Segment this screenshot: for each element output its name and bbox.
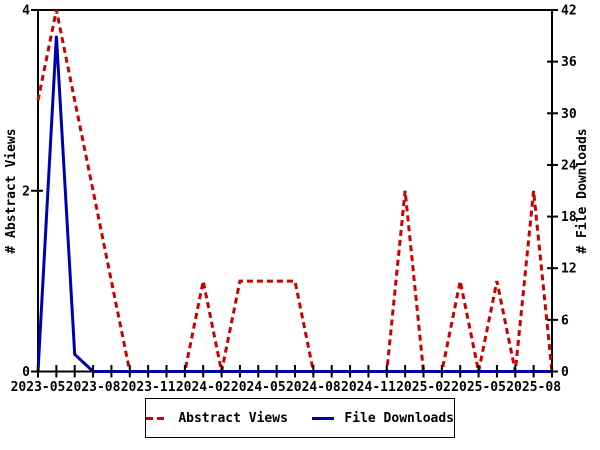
right-y-tick-label: 6 [561, 313, 569, 328]
left-axis-title: # Abstract Views [4, 128, 19, 253]
legend-box: Abstract Views File Downloads [145, 398, 455, 438]
right-y-tick-label: 12 [561, 262, 577, 277]
legend-label-abstract-views: Abstract Views [178, 410, 288, 426]
x-tick-label: 2024-02 [176, 380, 231, 395]
left-y-tick-label: 2 [22, 184, 30, 199]
plot-frame [37, 9, 553, 373]
x-tick-label: 2023-11 [121, 380, 176, 395]
x-tick-label: 2023-05 [11, 380, 66, 395]
legend-label-file-downloads: File Downloads [344, 410, 454, 426]
x-tick-label: 2024-05 [231, 380, 286, 395]
right-y-tick-label: 42 [561, 4, 577, 19]
abstract-views-line-sample [146, 416, 169, 420]
x-tick-label: 2023-08 [66, 380, 121, 395]
x-tick-label: 2025-05 [451, 380, 506, 395]
abstract-views-line [36, 9, 554, 373]
x-tick-label: 2024-08 [286, 380, 341, 395]
file-downloads-line [36, 35, 552, 373]
right-y-tick-label: 30 [561, 107, 577, 122]
left-y-tick-label: 0 [22, 365, 30, 380]
right-axis-title: # File Downloads [575, 128, 590, 253]
right-y-tick-label: 0 [561, 365, 569, 380]
left-y-tick-label: 4 [22, 4, 30, 19]
x-tick-label: 2025-02 [396, 380, 451, 395]
x-tick-label: 2024-11 [341, 380, 396, 395]
file-downloads-line-sample [312, 416, 335, 420]
right-y-tick-label: 36 [561, 55, 577, 70]
right-y-tick-label: 24 [561, 158, 577, 173]
x-tick-label: 2025-08 [506, 380, 561, 395]
right-y-tick-label: 18 [561, 210, 577, 225]
